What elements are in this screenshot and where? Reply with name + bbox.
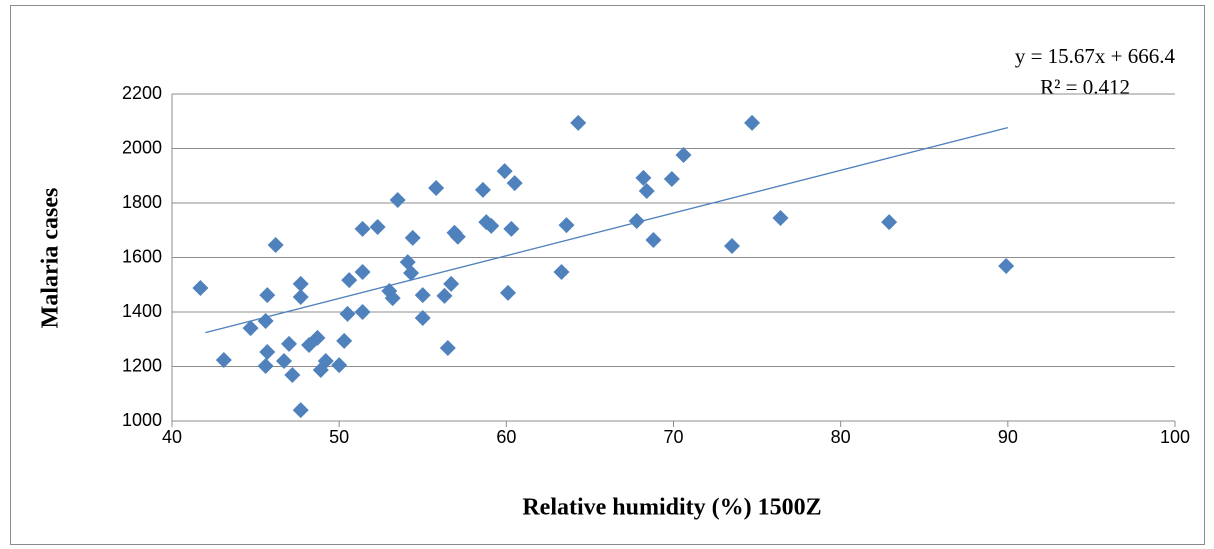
- point: [259, 344, 276, 361]
- point: [724, 238, 741, 255]
- point: [772, 209, 789, 226]
- point: [998, 257, 1015, 274]
- point: [503, 220, 520, 237]
- y-tick-label: 1800: [122, 192, 162, 212]
- point: [570, 114, 587, 131]
- point: [628, 212, 645, 229]
- x-tick-label: 90: [998, 427, 1018, 447]
- x-tick-label: 80: [831, 427, 851, 447]
- point: [881, 214, 898, 231]
- y-tick-label: 1400: [122, 301, 162, 321]
- point: [389, 192, 406, 209]
- x-tick-label: 50: [329, 427, 349, 447]
- y-tick-label: 1000: [122, 410, 162, 430]
- point: [449, 228, 466, 245]
- point: [281, 335, 298, 352]
- point: [257, 357, 274, 374]
- point: [436, 287, 453, 304]
- point: [354, 220, 371, 237]
- trend-r2: R² = 0.412: [1040, 75, 1130, 99]
- trendline: [205, 126, 1008, 334]
- y-tick-label: 1600: [122, 246, 162, 266]
- point: [354, 263, 371, 280]
- point: [443, 275, 460, 292]
- point: [404, 229, 421, 246]
- point: [341, 272, 358, 289]
- point: [257, 312, 274, 329]
- x-tick-label: 60: [496, 427, 516, 447]
- y-axis-title: Malaria cases: [38, 188, 64, 329]
- point: [744, 114, 761, 131]
- point: [317, 353, 334, 370]
- y-tick-label: 2200: [122, 83, 162, 103]
- point: [242, 320, 259, 337]
- x-tick-label: 100: [1160, 427, 1190, 447]
- x-axis-title: Relative humidity (%) 1500Z: [522, 495, 821, 521]
- point: [635, 169, 652, 186]
- point: [439, 339, 456, 356]
- point: [267, 236, 284, 253]
- point: [500, 284, 517, 301]
- point: [276, 353, 293, 370]
- point: [215, 351, 232, 368]
- point: [553, 263, 570, 280]
- point: [384, 290, 401, 307]
- point: [292, 289, 309, 306]
- point: [339, 305, 356, 322]
- point: [496, 163, 513, 180]
- point: [403, 265, 420, 282]
- point: [638, 183, 655, 200]
- point: [292, 275, 309, 292]
- trend-equation: y = 15.67x + 666.4: [1015, 44, 1176, 68]
- x-tick-label: 70: [663, 427, 683, 447]
- point: [369, 218, 386, 235]
- chart-border: [10, 5, 1205, 545]
- point: [663, 171, 680, 188]
- x-tick-label: 40: [162, 427, 182, 447]
- point: [309, 329, 326, 346]
- point: [336, 332, 353, 349]
- point: [414, 309, 431, 326]
- point: [284, 366, 301, 383]
- point: [675, 147, 692, 164]
- point: [483, 217, 500, 234]
- y-tick-label: 1200: [122, 355, 162, 375]
- point: [292, 402, 309, 419]
- point: [192, 280, 209, 297]
- point: [414, 287, 431, 304]
- point: [428, 180, 445, 197]
- point: [558, 217, 575, 234]
- point: [645, 232, 662, 249]
- point: [331, 357, 348, 374]
- point: [354, 304, 371, 320]
- point: [474, 181, 491, 198]
- point: [506, 175, 523, 192]
- y-tick-label: 2000: [122, 137, 162, 157]
- point: [259, 287, 276, 304]
